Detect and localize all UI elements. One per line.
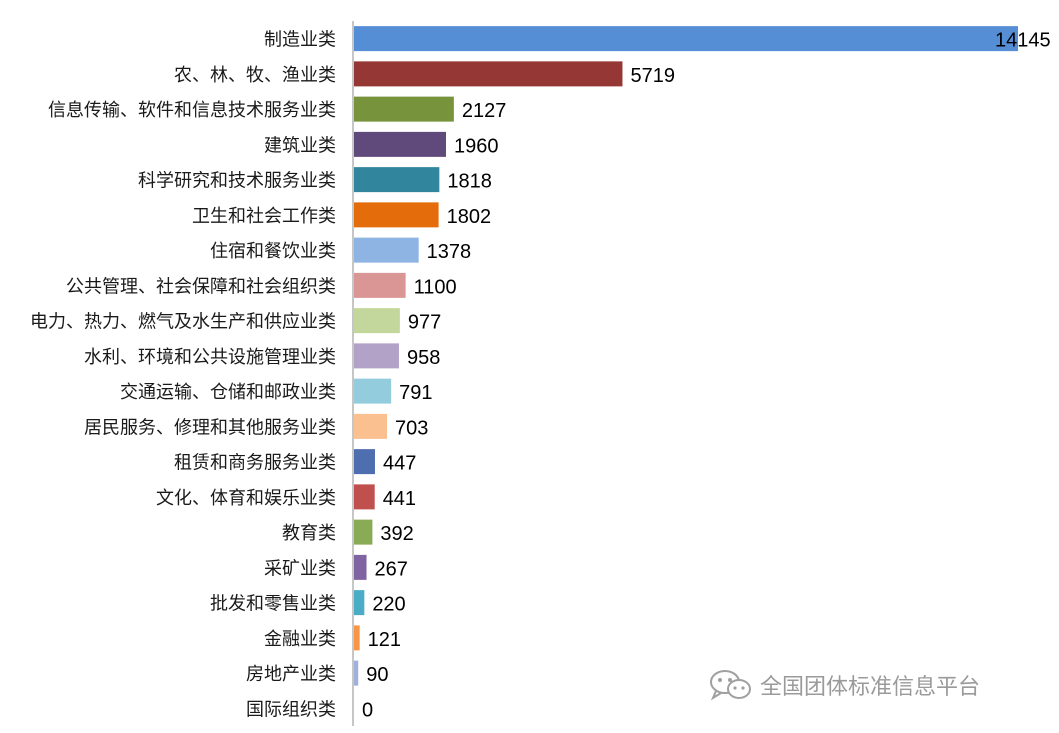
bar <box>354 519 373 545</box>
data-label: 1378 <box>427 241 472 263</box>
data-label: 703 <box>395 417 428 439</box>
category-label: 公共管理、社会保障和社会组织类 <box>66 276 336 297</box>
data-label: 90 <box>366 664 388 686</box>
wechat-icon <box>710 670 751 701</box>
data-label: 14145 <box>995 30 1051 52</box>
category-label: 房地产业类 <box>246 664 336 685</box>
data-label: 1100 <box>414 276 457 298</box>
data-label: 2127 <box>462 100 507 122</box>
data-label: 977 <box>408 312 441 334</box>
watermark-text: 全国团体标准信息平台 <box>760 675 981 700</box>
data-label: 958 <box>407 347 440 369</box>
data-label: 121 <box>368 629 401 651</box>
data-label: 441 <box>383 488 416 510</box>
data-label: 1818 <box>447 171 492 193</box>
bar <box>354 167 440 193</box>
watermark: 全国团体标准信息平台 <box>708 668 980 702</box>
category-label: 国际组织类 <box>246 699 336 720</box>
data-label: 1802 <box>447 206 492 228</box>
category-label: 卫生和社会工作类 <box>192 206 336 227</box>
category-label: 交通运输、仓储和邮政业类 <box>120 382 336 403</box>
category-label: 金融业类 <box>264 629 336 650</box>
bar <box>354 590 365 616</box>
bar <box>354 131 447 157</box>
category-label: 租赁和商务服务业类 <box>174 453 336 474</box>
bar <box>354 625 360 651</box>
bar <box>354 272 406 298</box>
data-label: 267 <box>375 558 408 580</box>
bar <box>354 202 439 228</box>
bar <box>354 237 419 263</box>
bar <box>354 660 359 686</box>
bar <box>354 26 1018 52</box>
bar <box>354 449 375 475</box>
data-label: 392 <box>380 523 413 545</box>
data-label: 0 <box>362 699 373 721</box>
data-label: 791 <box>399 382 432 404</box>
category-label: 电力、热力、燃气及水生产和供应业类 <box>30 312 336 333</box>
category-label: 文化、体育和娱乐业类 <box>156 488 336 509</box>
category-label: 信息传输、软件和信息技术服务业类 <box>48 100 336 121</box>
category-label: 采矿业类 <box>264 558 336 579</box>
bar <box>354 554 367 580</box>
data-label: 447 <box>383 453 416 475</box>
bar <box>354 61 623 87</box>
category-label: 水利、环境和公共设施管理业类 <box>84 347 336 368</box>
category-label: 制造业类 <box>264 30 336 51</box>
data-label: 220 <box>372 594 405 616</box>
category-label: 教育类 <box>282 523 336 544</box>
data-label: 5719 <box>630 65 675 87</box>
bar <box>354 413 388 439</box>
category-label: 居民服务、修理和其他服务业类 <box>84 417 336 438</box>
bar <box>354 378 392 404</box>
category-label: 科学研究和技术服务业类 <box>138 171 336 192</box>
category-label: 住宿和餐饮业类 <box>210 241 336 262</box>
category-label: 农、林、牧、渔业类 <box>174 65 336 86</box>
bar <box>354 308 400 334</box>
data-label: 1960 <box>454 135 499 157</box>
bar <box>354 96 454 122</box>
category-label: 建筑业类 <box>264 135 336 156</box>
category-label: 批发和零售业类 <box>210 594 336 615</box>
bar <box>354 484 375 510</box>
bar <box>354 343 399 369</box>
